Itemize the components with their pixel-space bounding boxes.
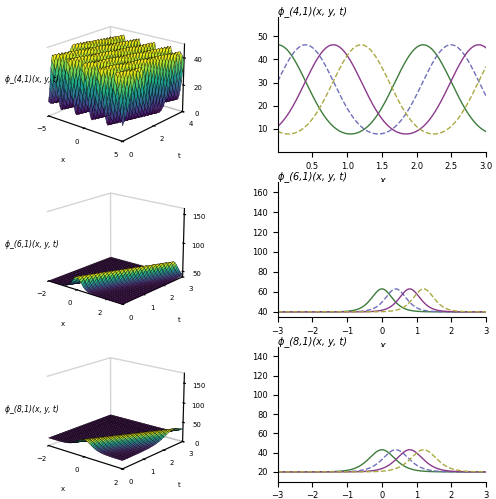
- Text: ϕ_(6,1)(x, y, t): ϕ_(6,1)(x, y, t): [278, 171, 347, 182]
- X-axis label: x: x: [61, 157, 65, 163]
- X-axis label: x: x: [379, 177, 385, 187]
- X-axis label: x: x: [379, 341, 385, 351]
- Y-axis label: t: t: [178, 482, 181, 488]
- Text: ϕ_(8,1)(x, y, t): ϕ_(8,1)(x, y, t): [5, 405, 59, 414]
- Y-axis label: t: t: [178, 153, 180, 159]
- Text: ϕ_(6,1)(x, y, t): ϕ_(6,1)(x, y, t): [5, 240, 59, 249]
- Text: ϕ_(4,1)(x, y, t): ϕ_(4,1)(x, y, t): [278, 6, 347, 17]
- Text: ϕ_(8,1)(x, y, t): ϕ_(8,1)(x, y, t): [278, 336, 347, 347]
- Text: ϕ_(4,1)(x, y, t): ϕ_(4,1)(x, y, t): [5, 75, 59, 84]
- X-axis label: x: x: [61, 486, 65, 492]
- Y-axis label: t: t: [178, 317, 181, 323]
- X-axis label: x: x: [61, 321, 65, 327]
